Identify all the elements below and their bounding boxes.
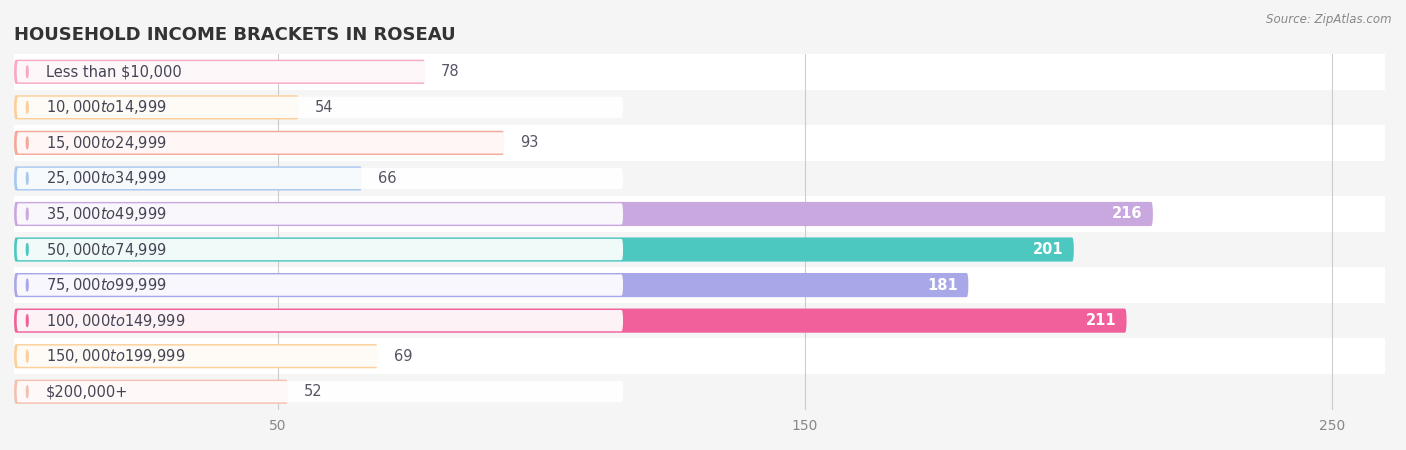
FancyBboxPatch shape [17,203,623,225]
FancyBboxPatch shape [14,60,426,84]
FancyBboxPatch shape [17,132,623,153]
Bar [14,303,1385,338]
Text: 54: 54 [315,100,333,115]
Text: $50,000 to $74,999: $50,000 to $74,999 [46,240,166,258]
Text: 216: 216 [1112,207,1143,221]
FancyBboxPatch shape [14,238,1074,261]
Text: $15,000 to $24,999: $15,000 to $24,999 [46,134,166,152]
Circle shape [27,66,28,78]
FancyBboxPatch shape [14,95,299,119]
Text: $75,000 to $99,999: $75,000 to $99,999 [46,276,166,294]
Text: Less than $10,000: Less than $10,000 [46,64,181,79]
Circle shape [27,243,28,256]
FancyBboxPatch shape [17,97,623,118]
FancyBboxPatch shape [14,380,288,404]
FancyBboxPatch shape [17,61,623,82]
Bar [14,125,1385,161]
FancyBboxPatch shape [17,239,623,260]
Text: 93: 93 [520,135,538,150]
Text: $150,000 to $199,999: $150,000 to $199,999 [46,347,186,365]
Text: 211: 211 [1085,313,1116,328]
Bar [14,374,1385,410]
Text: $100,000 to $149,999: $100,000 to $149,999 [46,311,186,329]
FancyBboxPatch shape [14,309,1126,333]
Text: Source: ZipAtlas.com: Source: ZipAtlas.com [1267,14,1392,27]
FancyBboxPatch shape [14,166,363,190]
FancyBboxPatch shape [14,131,505,155]
Circle shape [27,101,28,113]
Circle shape [27,172,28,184]
Bar [14,232,1385,267]
Circle shape [27,350,28,362]
Text: $35,000 to $49,999: $35,000 to $49,999 [46,205,166,223]
Bar [14,54,1385,90]
Text: $10,000 to $14,999: $10,000 to $14,999 [46,99,166,116]
Bar [14,338,1385,374]
Bar [14,161,1385,196]
Text: 52: 52 [304,384,322,399]
FancyBboxPatch shape [17,310,623,331]
Circle shape [27,386,28,398]
FancyBboxPatch shape [14,273,969,297]
Text: 201: 201 [1032,242,1063,257]
Text: HOUSEHOLD INCOME BRACKETS IN ROSEAU: HOUSEHOLD INCOME BRACKETS IN ROSEAU [14,26,456,44]
Bar [14,196,1385,232]
Circle shape [27,279,28,291]
Text: $200,000+: $200,000+ [46,384,128,399]
Text: $25,000 to $34,999: $25,000 to $34,999 [46,169,166,187]
FancyBboxPatch shape [14,344,378,368]
FancyBboxPatch shape [14,202,1153,226]
FancyBboxPatch shape [17,346,623,367]
Circle shape [27,315,28,327]
Bar [14,267,1385,303]
FancyBboxPatch shape [17,381,623,402]
Text: 78: 78 [441,64,460,79]
Circle shape [27,137,28,149]
Text: 181: 181 [927,278,957,292]
Bar [14,90,1385,125]
Circle shape [27,208,28,220]
FancyBboxPatch shape [17,168,623,189]
FancyBboxPatch shape [17,274,623,296]
Text: 69: 69 [394,349,412,364]
Text: 66: 66 [378,171,396,186]
